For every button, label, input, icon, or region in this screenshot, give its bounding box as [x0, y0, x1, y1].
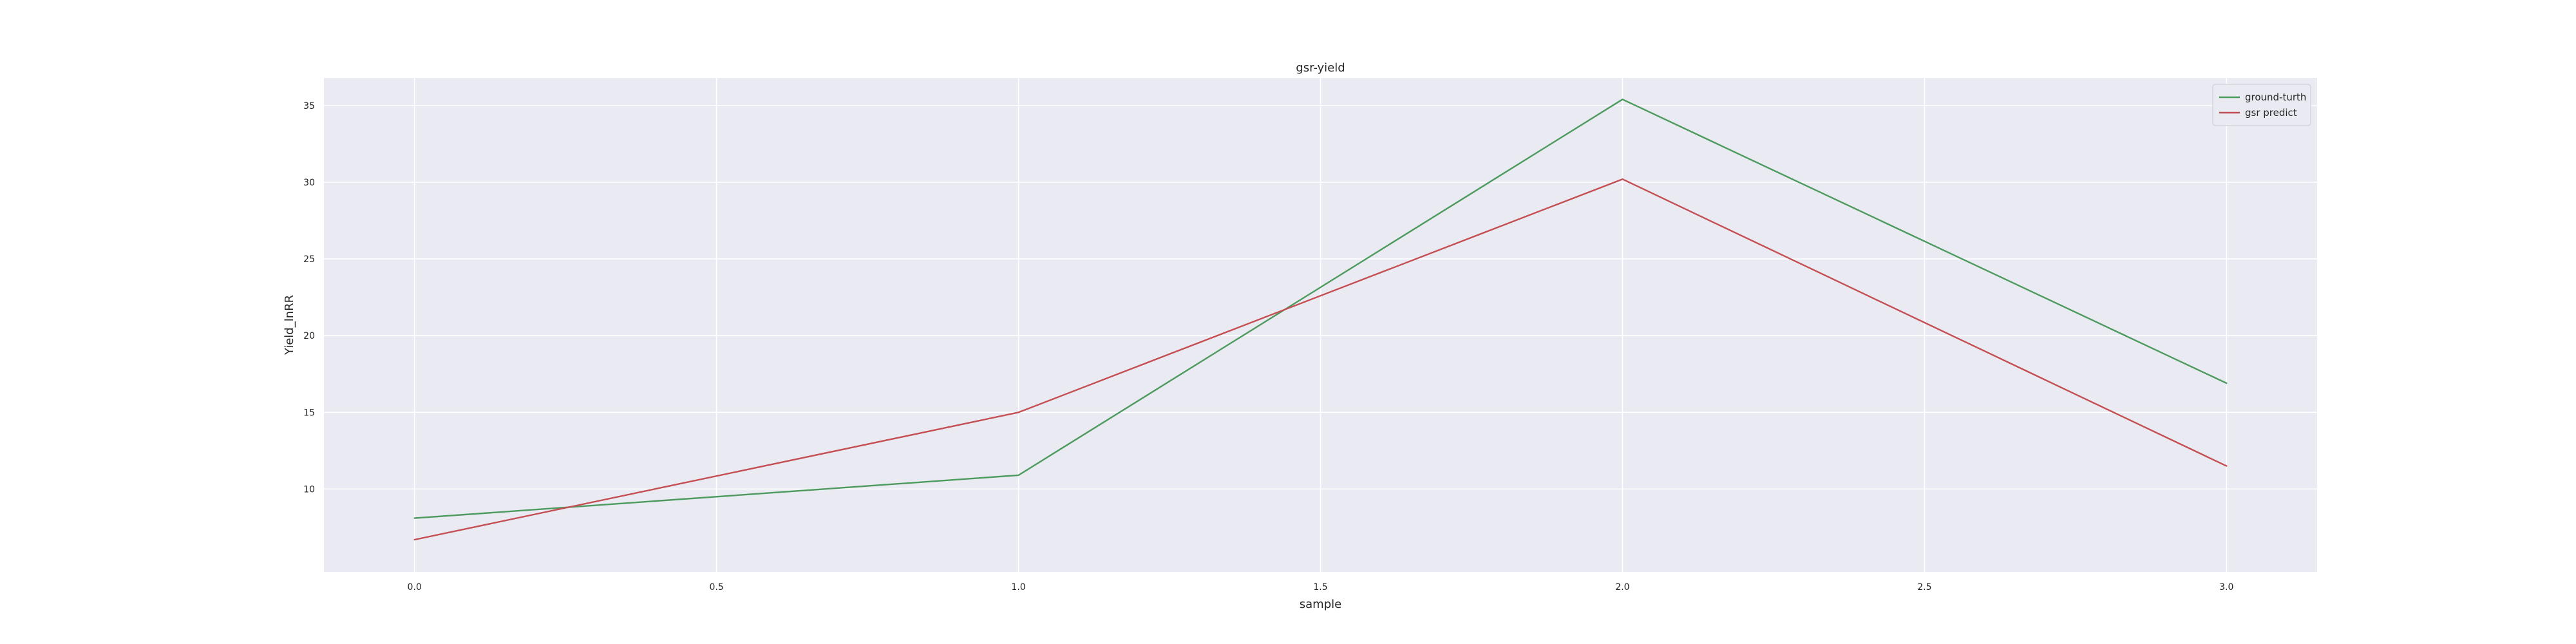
y-tick-label: 35: [303, 101, 315, 111]
legend-label: gsr predict: [2245, 107, 2297, 118]
series-line-1: [413, 178, 2228, 541]
x-tick-label: 3.0: [2219, 582, 2233, 592]
y-tick-label: 20: [303, 331, 315, 341]
chart-title: gsr-yield: [1296, 61, 1345, 75]
tick-labels: 0.0 0.5 1.0 1.5 2.0 2.5 3.0 10 15 20 25 30 35: [303, 101, 2233, 592]
legend-box: [2212, 84, 2311, 126]
y-tick-label: 10: [303, 484, 315, 495]
x-tick-label: 1.5: [1313, 582, 1327, 592]
y-tick-label: 15: [303, 408, 315, 418]
y-axis-label: Yield_lnRR: [283, 295, 296, 355]
series-lines: [413, 99, 2228, 541]
x-tick-label: 2.0: [1615, 582, 1629, 592]
y-tick-label: 25: [303, 254, 315, 265]
x-tick-label: 0.5: [709, 582, 723, 592]
x-tick-label: 1.0: [1011, 582, 1025, 592]
x-tick-label: 2.5: [1917, 582, 1931, 592]
series-line-0: [413, 99, 2228, 519]
legend-label: ground-turth: [2245, 91, 2306, 103]
legend: ground-turth gsr predict: [2212, 84, 2311, 126]
y-tick-label: 30: [303, 178, 315, 188]
x-axis-label: sample: [1300, 598, 1341, 611]
x-tick-label: 0.0: [408, 582, 422, 592]
